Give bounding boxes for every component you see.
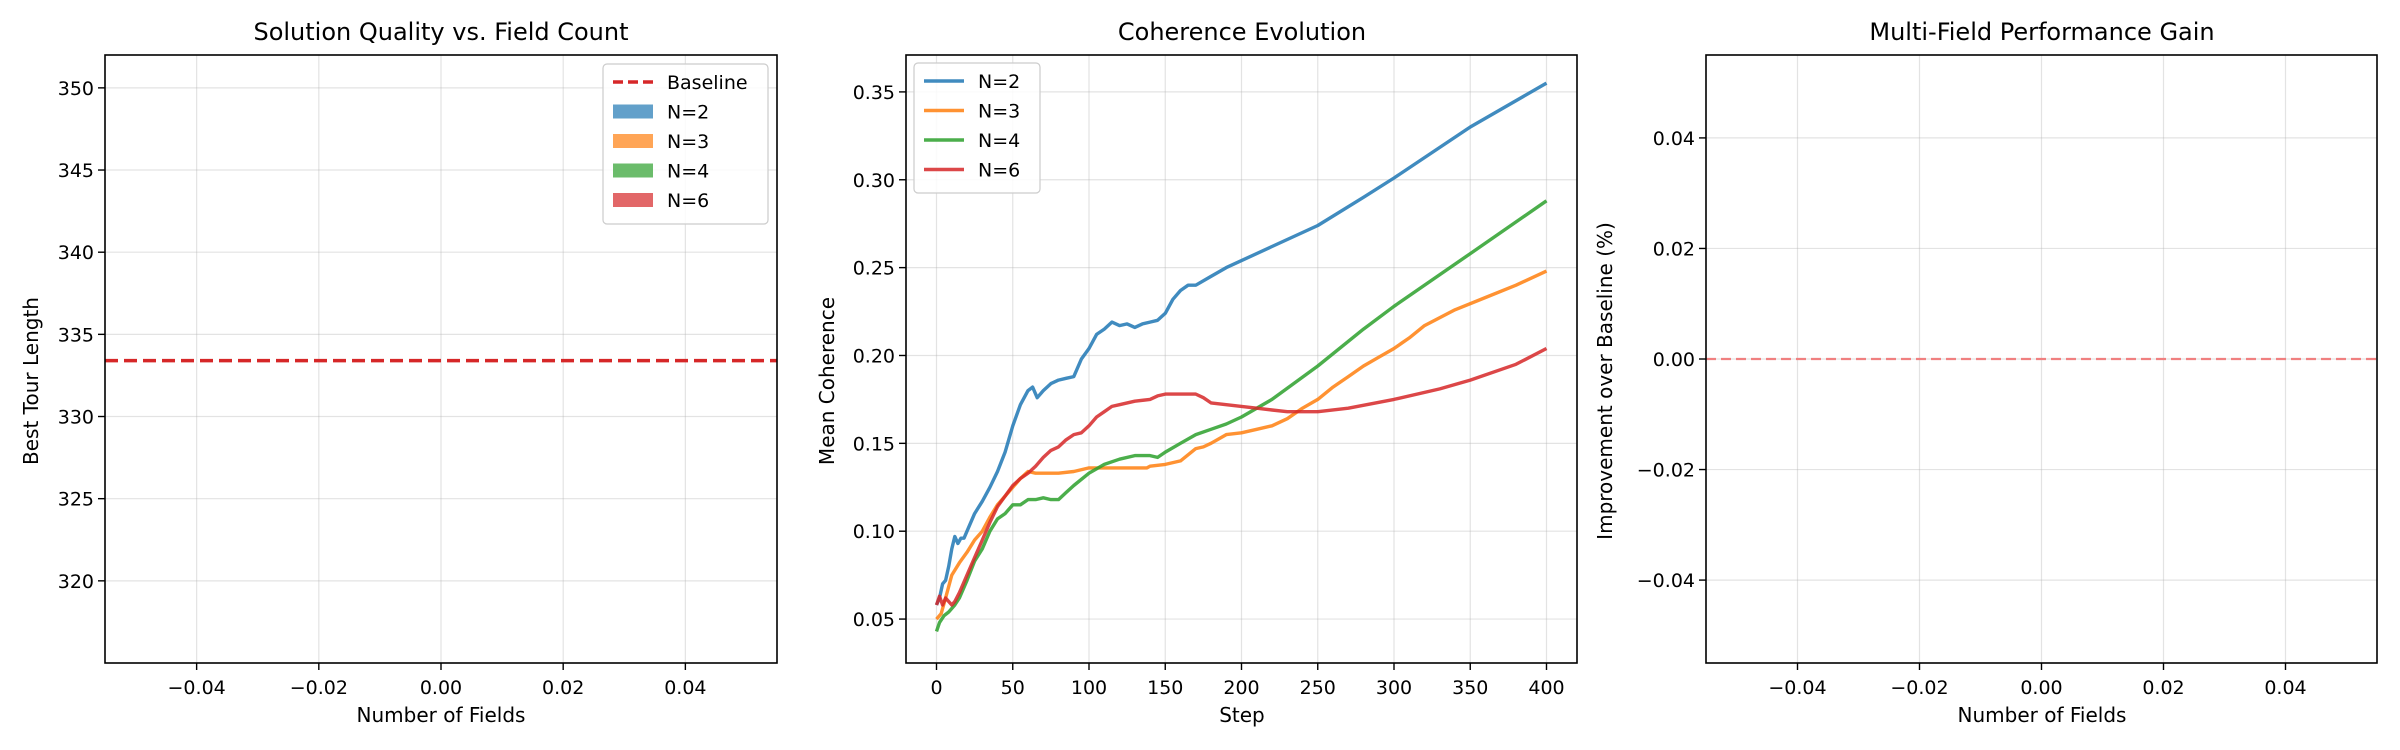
plot-area (934, 81, 1548, 632)
chart-title: Solution Quality vs. Field Count (253, 18, 628, 46)
x-tick-label: 50 (1001, 677, 1025, 699)
legend-label: N=3 (978, 101, 1020, 123)
y-tick-label: −0.04 (1637, 570, 1695, 592)
x-tick-label: 100 (1071, 677, 1107, 699)
y-axis-label: Best Tour Length (19, 297, 43, 465)
legend-label: N=6 (667, 190, 709, 212)
legend-label: N=4 (667, 161, 709, 183)
legend-swatch-N=2 (613, 104, 653, 119)
x-tick-label: 0.02 (542, 677, 584, 699)
y-tick-label: 0.25 (853, 258, 895, 280)
y-tick-label: 350 (58, 78, 94, 100)
legend-swatch-N=6 (613, 193, 653, 207)
legend-swatch-N=3 (613, 134, 653, 148)
x-tick-label: 350 (1452, 677, 1488, 699)
series-line-N=2 (934, 81, 1548, 606)
y-tick-label: 335 (58, 324, 94, 346)
y-tick-label: 0.10 (853, 521, 895, 543)
chart-title: Coherence Evolution (1118, 18, 1366, 46)
x-tick-label: 0.02 (2142, 677, 2184, 699)
x-tick-label: 200 (1223, 677, 1259, 699)
panel-performance-gain: Multi-Field Performance Gain Number of F… (1593, 18, 2378, 727)
legend-box (913, 62, 1041, 194)
y-tick-label: 340 (58, 242, 94, 264)
series-line-N=4 (934, 199, 1548, 632)
series-line-N=6 (934, 346, 1548, 607)
y-tick-label: 345 (58, 160, 94, 182)
y-tick-label: −0.02 (1637, 460, 1695, 482)
chart-title: Multi-Field Performance Gain (1869, 18, 2214, 46)
x-axis-label: Step (1219, 703, 1265, 727)
y-tick-label: 330 (58, 407, 94, 429)
legend-label: N=6 (978, 160, 1020, 182)
series-line-N=3 (935, 269, 1548, 621)
y-tick-label: 0.30 (853, 170, 895, 192)
x-tick-label: 0.00 (420, 677, 462, 699)
x-tick-label: 0.04 (2264, 677, 2306, 699)
y-tick-label: 0.02 (1653, 238, 1695, 260)
y-tick-label: 0.35 (853, 82, 895, 104)
panel-coherence-evolution: Coherence Evolution Step Mean Coherence … (815, 18, 1578, 727)
y-tick-label: 325 (58, 489, 94, 511)
legend-label: N=4 (978, 130, 1020, 152)
y-axis-label: Mean Coherence (815, 297, 839, 465)
x-tick-label: 400 (1528, 677, 1564, 699)
y-tick-label: 0.15 (853, 433, 895, 455)
legend-label: N=3 (667, 131, 709, 153)
legend-label: Baseline (667, 72, 748, 94)
x-tick-label: −0.02 (290, 677, 348, 699)
x-axis-label: Number of Fields (357, 703, 526, 727)
legend-box (602, 63, 769, 225)
x-tick-label: −0.04 (168, 677, 226, 699)
y-axis-label: Improvement over Baseline (%) (1593, 222, 1617, 540)
x-tick-label: −0.04 (1768, 677, 1826, 699)
x-tick-label: 0 (930, 677, 942, 699)
x-tick-label: 250 (1300, 677, 1336, 699)
legend-swatch-N=4 (613, 163, 653, 178)
x-tick-label: 150 (1147, 677, 1183, 699)
x-axis-label: Number of Fields (1958, 703, 2127, 727)
y-tick-label: 0.20 (853, 345, 895, 367)
x-tick-label: 0.00 (2020, 677, 2062, 699)
y-tick-label: 0.00 (1653, 349, 1695, 371)
y-tick-label: 320 (58, 571, 94, 593)
x-tick-label: −0.02 (1890, 677, 1948, 699)
legend-label: N=2 (978, 71, 1020, 93)
y-tick-label: 0.04 (1653, 128, 1695, 150)
y-tick-label: 0.05 (853, 609, 895, 631)
legend-label: N=2 (667, 102, 709, 124)
panel-solution-quality: Solution Quality vs. Field Count Number … (19, 18, 778, 727)
x-tick-label: 300 (1376, 677, 1412, 699)
x-tick-label: 0.04 (664, 677, 706, 699)
